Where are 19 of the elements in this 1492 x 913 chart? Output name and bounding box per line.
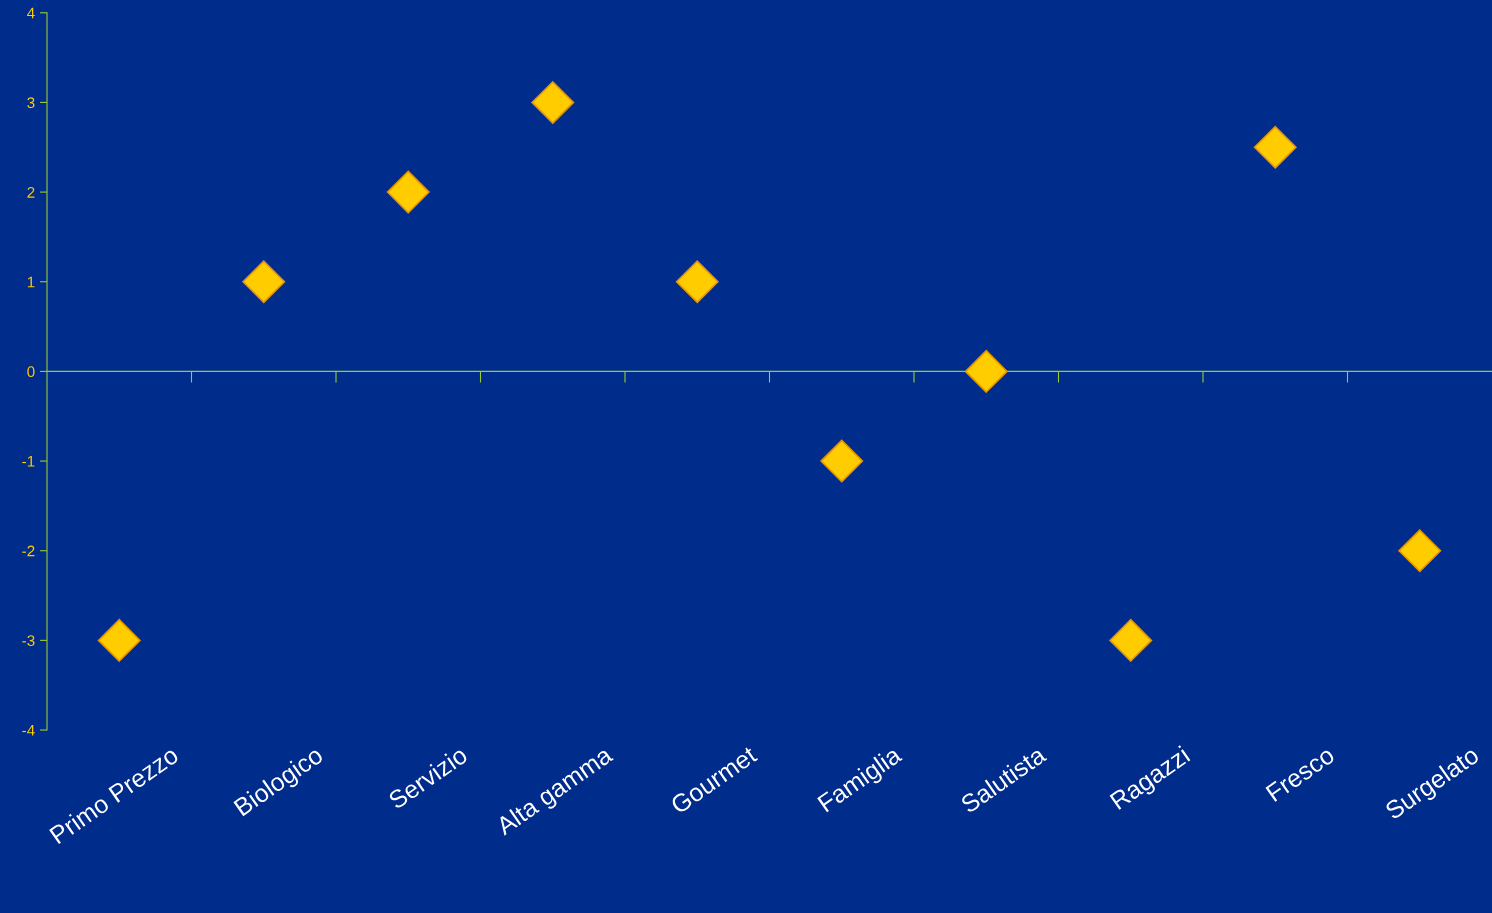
y-tick-label: 1 (27, 276, 35, 288)
point (1253, 125, 1297, 169)
point (242, 260, 286, 304)
point (1109, 618, 1153, 662)
y-tick-label: 2 (27, 186, 35, 198)
y-tick-label: -4 (22, 725, 35, 736)
point (386, 170, 430, 214)
point (97, 618, 141, 662)
y-tick-label: 3 (27, 97, 35, 109)
y-tick-label: 0 (27, 366, 35, 378)
y-tick-label: -3 (22, 635, 35, 647)
y-tick-label: -2 (22, 545, 35, 557)
point (1398, 529, 1442, 573)
point (964, 349, 1008, 393)
point (675, 260, 719, 304)
y-tick-label: -1 (22, 456, 35, 467)
point (531, 80, 575, 124)
point (820, 439, 864, 483)
y-tick-label: 4 (27, 7, 35, 19)
